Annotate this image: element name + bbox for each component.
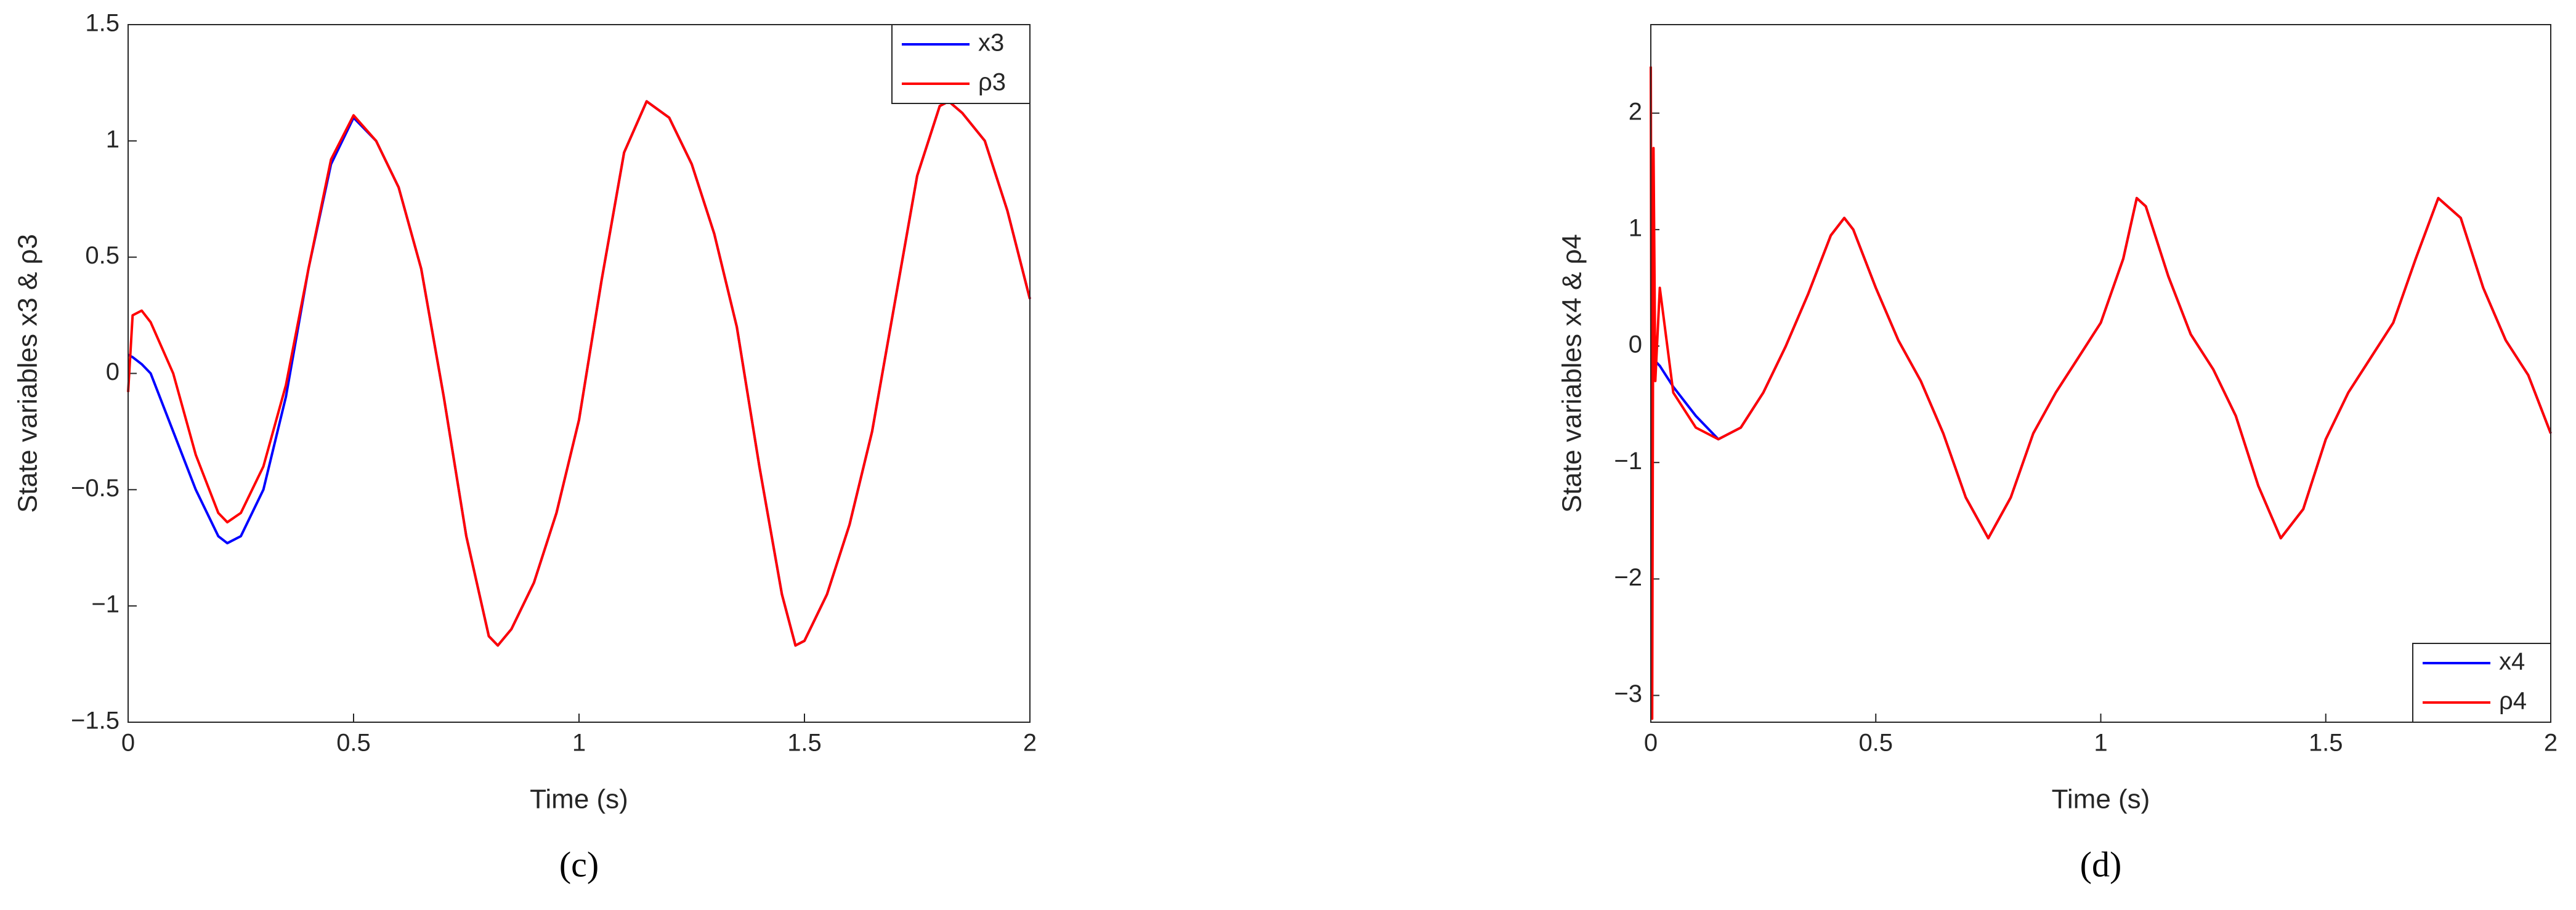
- plot-area: [128, 25, 1030, 722]
- y-tick-label: 1.5: [85, 10, 119, 37]
- x-tick-label: 1: [2094, 730, 2107, 757]
- x-tick-label: 1.5: [787, 730, 822, 757]
- caption: (d): [2080, 844, 2122, 884]
- y-tick-label: 0: [106, 358, 119, 385]
- x-tick-label: 1.5: [2309, 730, 2343, 757]
- legend-label: ρ4: [2499, 688, 2527, 715]
- x-tick-label: 0: [1644, 730, 1658, 757]
- y-tick-label: −3: [1614, 680, 1642, 707]
- y-tick-label: −1: [1614, 448, 1642, 475]
- y-tick-label: −0.5: [71, 475, 119, 502]
- y-tick-label: 0.5: [85, 242, 119, 269]
- plot-area: [1651, 25, 2551, 722]
- legend-label: x4: [2499, 648, 2525, 675]
- y-tick-label: 1: [106, 126, 119, 153]
- legend-box: [2412, 643, 2551, 723]
- legend-label: ρ3: [978, 69, 1006, 96]
- y-tick-label: −1: [91, 591, 119, 618]
- x-tick-label: 1: [572, 730, 586, 757]
- y-axis-label: State variables x4 & ρ4: [1557, 234, 1587, 513]
- y-tick-label: −1.5: [71, 707, 119, 735]
- legend-box: [891, 24, 1031, 104]
- axes-box: [1650, 24, 2551, 723]
- y-tick-label: −2: [1614, 564, 1642, 591]
- series-line: [127, 100, 1031, 647]
- x-axis-label: Time (s): [2052, 784, 2150, 815]
- x-tick-label: 0.5: [1858, 730, 1893, 757]
- y-tick-label: 0: [1629, 331, 1642, 358]
- x-tick-label: 2: [2544, 730, 2558, 757]
- y-axis-label: State variables x3 & ρ3: [13, 234, 43, 513]
- axes-box: [128, 24, 1031, 723]
- x-tick-label: 2: [1023, 730, 1037, 757]
- y-tick-label: 2: [1629, 98, 1642, 125]
- x-tick-label: 0.5: [336, 730, 371, 757]
- legend-label: x3: [978, 30, 1004, 57]
- y-tick-label: 1: [1629, 214, 1642, 241]
- x-tick-label: 0: [121, 730, 135, 757]
- caption: (c): [559, 844, 599, 884]
- x-axis-label: Time (s): [530, 784, 628, 815]
- series-line: [1650, 66, 2552, 720]
